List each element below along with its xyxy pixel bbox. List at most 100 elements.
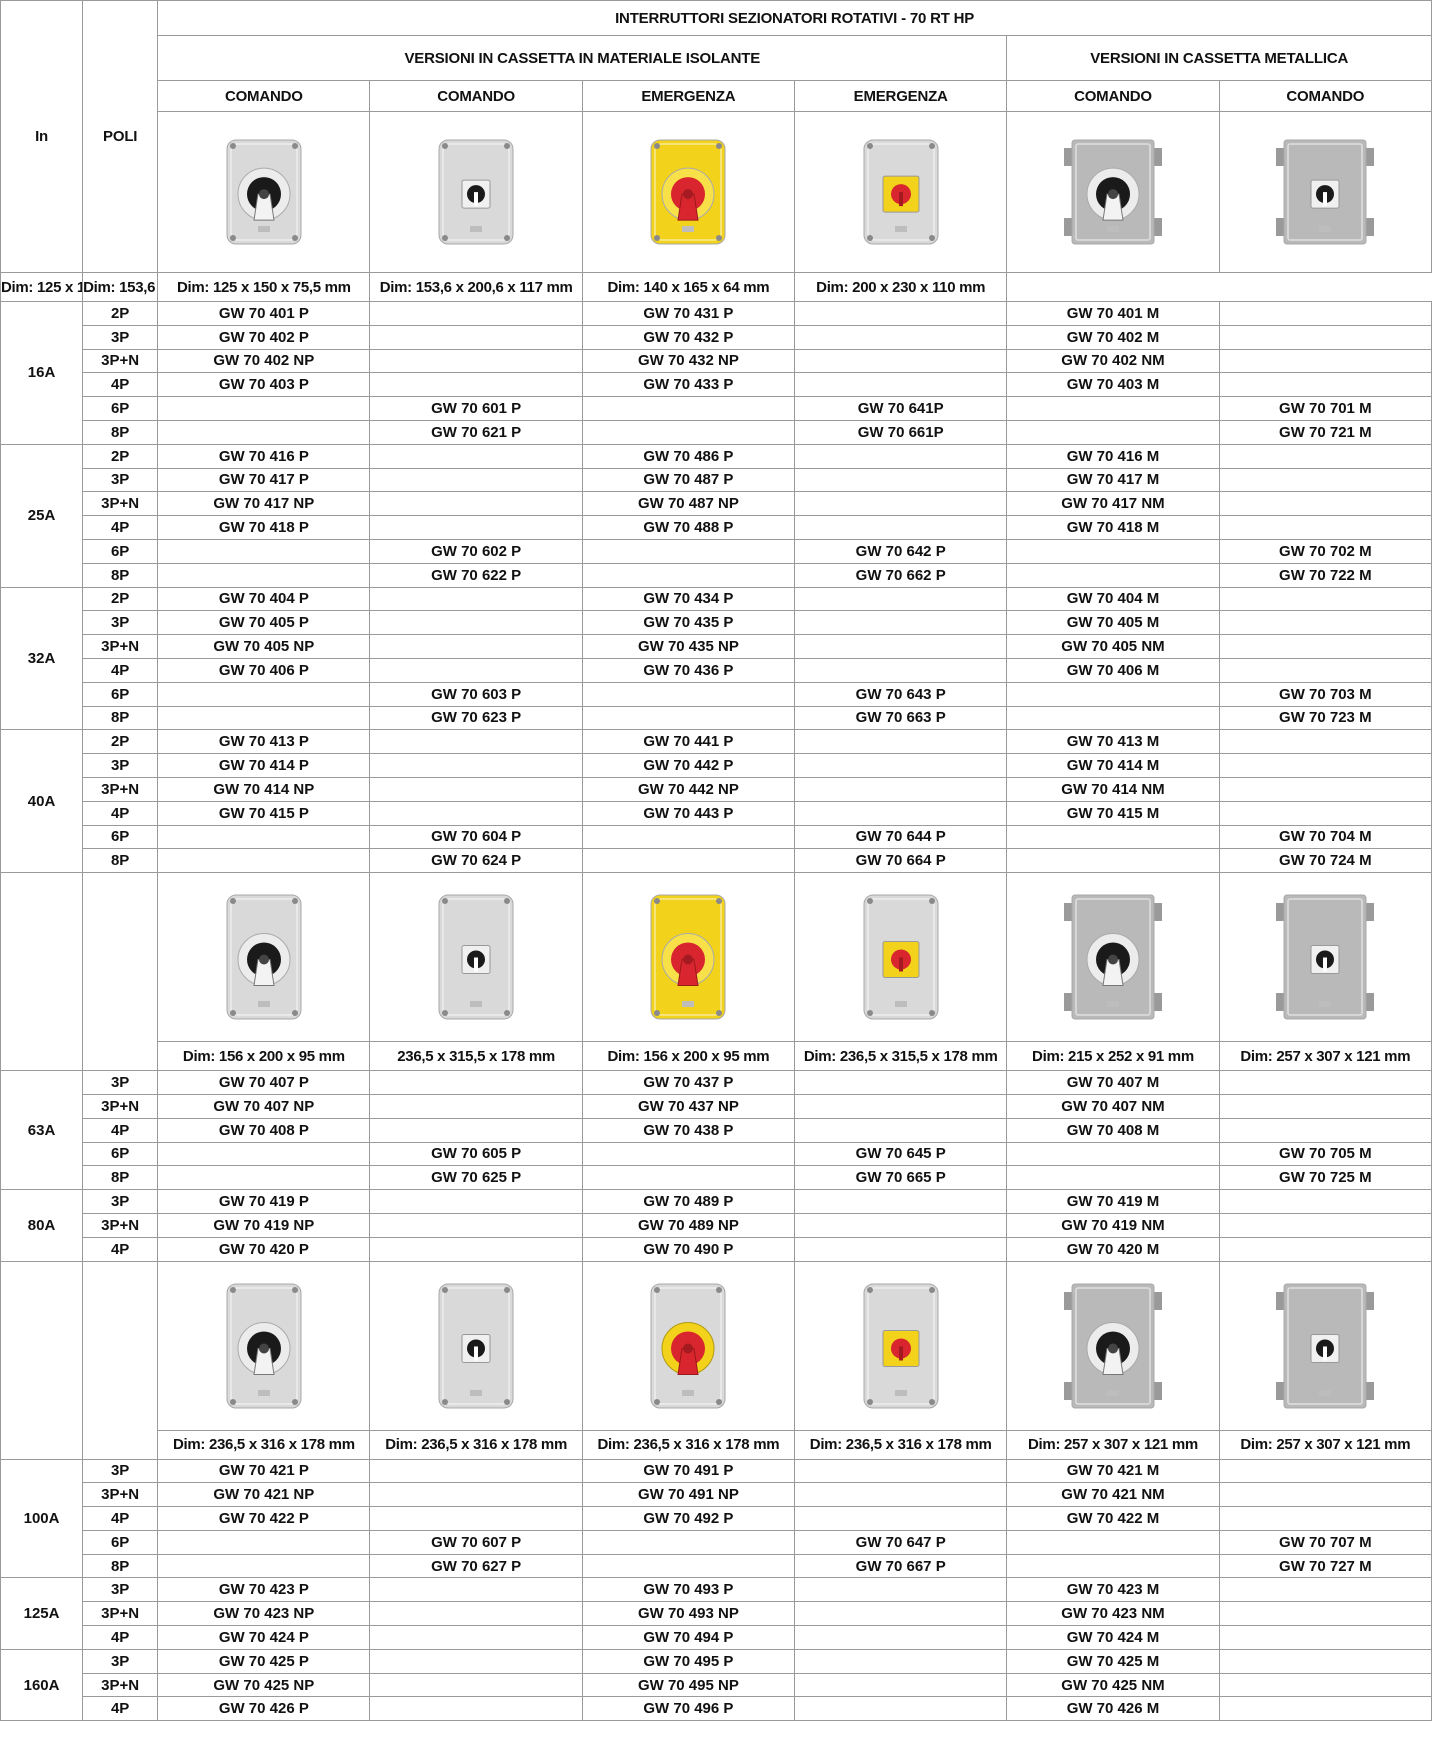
table-row: 6P GW 70 601 P GW 70 641P GW 70 701 M bbox=[1, 396, 1433, 421]
table-row: 80A 3P GW 70 419 P GW 70 489 P GW 70 419 M bbox=[0, 1189, 1433, 1262]
product-image-cell bbox=[581, 1260, 796, 1431]
current-rating: 63A bbox=[0, 1070, 84, 1191]
product-code-cell bbox=[369, 1458, 583, 1484]
col-type: EMERGENZA bbox=[794, 80, 1008, 112]
product-code-cell bbox=[1218, 1648, 1433, 1674]
product-code-cell bbox=[1218, 301, 1433, 326]
product-code-cell: GW 70 417 M bbox=[1006, 467, 1220, 493]
table-row: 4P GW 70 406 P GW 70 436 P GW 70 406 M bbox=[1, 657, 1433, 683]
current-rating: 80A bbox=[0, 1189, 84, 1262]
product-code-cell: GW 70 442 P bbox=[581, 753, 796, 778]
dimension-row: Dim: 236,5 x 316 x 178 mm Dim: 236,5 x 31… bbox=[1, 1429, 1433, 1460]
product-code-cell bbox=[157, 681, 371, 707]
product-code-cell bbox=[369, 1117, 583, 1143]
product-code-cell bbox=[1218, 1236, 1433, 1262]
product-code-cell bbox=[369, 1601, 583, 1627]
product-code-cell bbox=[794, 1648, 1008, 1674]
dimension-row: Dim: 156 x 200 x 95 mm 236,5 x 315,5 x 17… bbox=[1, 1041, 1433, 1072]
product-code-cell bbox=[581, 1529, 796, 1555]
product-code-cell bbox=[794, 443, 1008, 469]
product-code-cell bbox=[369, 610, 583, 636]
poles-cell: 2P bbox=[82, 586, 159, 612]
product-code-cell bbox=[794, 1458, 1008, 1484]
product-code-cell: GW 70 432 P bbox=[581, 324, 796, 350]
product-code-cell bbox=[1218, 1506, 1433, 1531]
poles-cell: 3P+N bbox=[82, 348, 159, 374]
product-code-cell: GW 70 489 P bbox=[581, 1189, 796, 1214]
product-code-cell bbox=[1006, 848, 1220, 874]
product-code-cell bbox=[1218, 467, 1433, 493]
metal-box-black-knob-small-icon bbox=[1276, 139, 1375, 245]
product-code-cell bbox=[794, 586, 1008, 612]
product-code-cell: GW 70 647 P bbox=[794, 1529, 1008, 1555]
product-code-cell: GW 70 487 P bbox=[581, 467, 796, 493]
product-code-cell bbox=[369, 1648, 583, 1674]
product-code-cell: GW 70 604 P bbox=[369, 824, 583, 850]
poles-cell: 6P bbox=[82, 1141, 159, 1167]
col-type: COMANDO bbox=[1006, 80, 1220, 112]
product-code-cell: GW 70 421 NP bbox=[157, 1482, 371, 1508]
product-code-cell bbox=[1218, 634, 1433, 659]
dimension-label: Dim: 156 x 200 x 95 mm bbox=[157, 1041, 371, 1072]
product-code-cell bbox=[794, 324, 1008, 350]
product-code-cell: GW 70 413 M bbox=[1006, 729, 1220, 755]
current-rating: 100A bbox=[0, 1458, 84, 1579]
poles-cell: 4P bbox=[82, 515, 159, 540]
dimension-label: Dim: 125 x 150 x 75,5 mm bbox=[157, 272, 371, 302]
product-code-cell bbox=[1218, 372, 1433, 398]
product-code-cell: GW 70 423 P bbox=[157, 1577, 371, 1603]
metal-box-black-knob-small-icon bbox=[1276, 894, 1375, 1020]
product-code-cell bbox=[369, 586, 583, 612]
product-code-cell bbox=[369, 1212, 583, 1238]
product-code-cell: GW 70 491 NP bbox=[581, 1482, 796, 1508]
product-code-cell bbox=[794, 1506, 1008, 1531]
product-code-cell: GW 70 645 P bbox=[794, 1141, 1008, 1167]
product-code-cell bbox=[794, 301, 1008, 326]
product-code-cell bbox=[581, 824, 796, 850]
product-code-cell: GW 70 625 P bbox=[369, 1165, 583, 1191]
product-code-cell: GW 70 704 M bbox=[1218, 824, 1433, 850]
product-image-cell bbox=[794, 1260, 1008, 1431]
group-insulating: VERSIONI IN CASSETTA IN MATERIALE ISOLAN… bbox=[157, 35, 1008, 81]
dimension-label: Dim: 257 x 307 x 121 mm bbox=[1006, 1429, 1220, 1460]
current-rating: 25A bbox=[0, 443, 84, 588]
product-code-cell: GW 70 642 P bbox=[794, 538, 1008, 564]
product-code-cell bbox=[794, 491, 1008, 517]
product-code-cell: GW 70 414 P bbox=[157, 753, 371, 778]
product-code-cell bbox=[581, 538, 796, 564]
in-header: In bbox=[0, 0, 84, 273]
product-code-cell bbox=[1218, 1482, 1433, 1508]
product-code-cell: GW 70 407 NP bbox=[157, 1093, 371, 1119]
table-row: 6P GW 70 603 P GW 70 643 P GW 70 703 M bbox=[1, 681, 1433, 707]
product-code-cell: GW 70 493 NP bbox=[581, 1601, 796, 1627]
product-code-cell: GW 70 727 M bbox=[1218, 1553, 1433, 1579]
poles-cell: 2P bbox=[82, 301, 159, 326]
metal-box-black-knob-icon bbox=[1063, 139, 1162, 245]
product-code-cell: GW 70 605 P bbox=[369, 1141, 583, 1167]
current-rating: 125A bbox=[0, 1577, 84, 1650]
product-code-cell bbox=[369, 1625, 583, 1650]
poles-cell: 8P bbox=[82, 562, 159, 588]
poles-cell: 8P bbox=[82, 705, 159, 731]
product-code-cell bbox=[1218, 729, 1433, 755]
table-row: 3P+N GW 70 414 NP GW 70 442 NP GW 70 414 NM bbox=[1, 776, 1433, 802]
product-code-cell bbox=[794, 372, 1008, 398]
poles-cell: 3P+N bbox=[82, 1482, 159, 1508]
product-table: In POLI INTERRUTTORI SEZIONATORI ROTATIVI … bbox=[0, 0, 1433, 1722]
metal-box-black-knob-icon bbox=[1063, 894, 1162, 1020]
table-row: 8P GW 70 627 P GW 70 667 P GW 70 727 M bbox=[1, 1553, 1433, 1579]
product-code-cell bbox=[369, 1506, 583, 1531]
product-code-cell: GW 70 492 P bbox=[581, 1506, 796, 1531]
product-code-cell: GW 70 661P bbox=[794, 419, 1008, 445]
product-code-cell: GW 70 441 P bbox=[581, 729, 796, 755]
poles-cell: 2P bbox=[82, 729, 159, 755]
product-code-cell: GW 70 425 M bbox=[1006, 1648, 1220, 1674]
grey-box-red-knob-icon bbox=[863, 1283, 939, 1408]
table-row: 3P+N GW 70 407 NP GW 70 437 NP GW 70 407 NM bbox=[1, 1093, 1433, 1119]
product-code-cell bbox=[157, 848, 371, 874]
table-row: 160A 3P GW 70 425 P GW 70 495 P GW 70 425 M bbox=[0, 1648, 1433, 1722]
product-code-cell: GW 70 403 P bbox=[157, 372, 371, 398]
product-code-cell: GW 70 432 NP bbox=[581, 348, 796, 374]
product-code-cell bbox=[157, 705, 371, 731]
